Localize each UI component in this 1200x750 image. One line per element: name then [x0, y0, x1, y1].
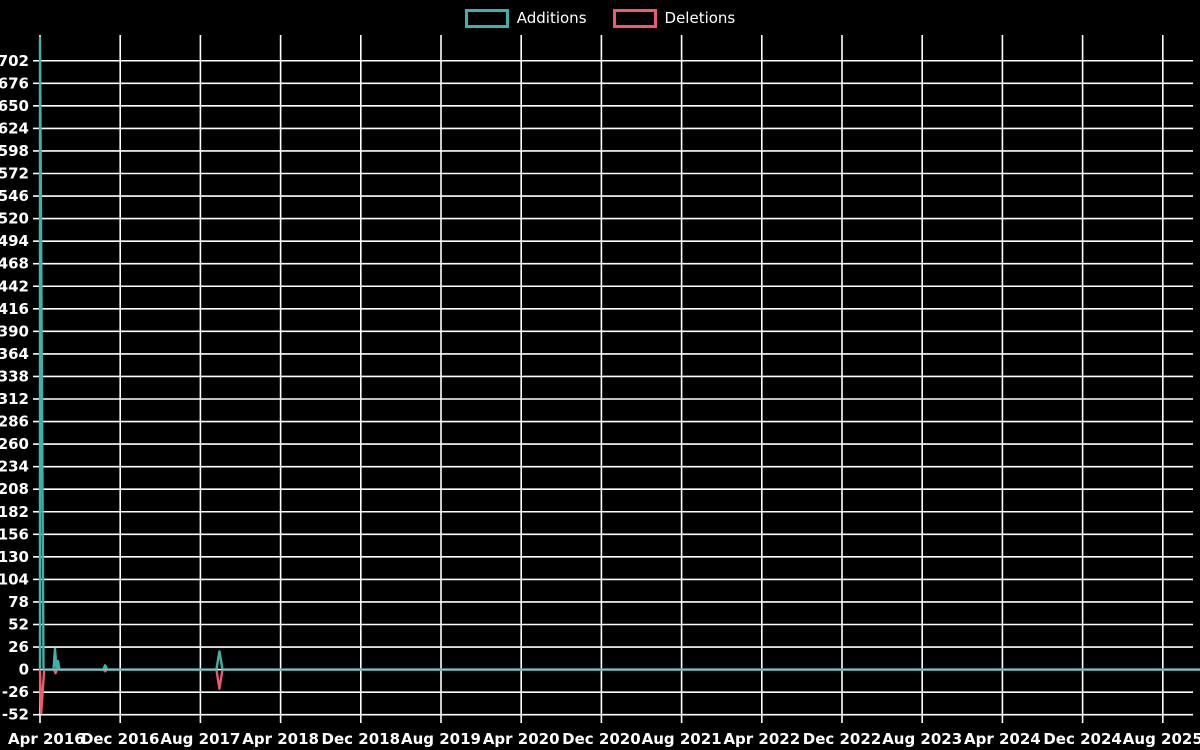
x-axis-tick-label: Aug 2017	[160, 730, 240, 748]
deletions-line	[38, 668, 1200, 715]
y-axis-tick-label: 26	[8, 638, 29, 656]
y-axis-tick-label: 416	[0, 300, 29, 318]
y-axis-tick-label: 468	[0, 255, 29, 273]
y-axis-tick-label: 494	[0, 232, 29, 250]
additions-line	[38, 37, 1200, 671]
deletions-swatch-icon	[612, 8, 657, 28]
y-axis-tick-label: 364	[0, 345, 29, 363]
x-axis-tick-label: Dec 2022	[803, 730, 882, 748]
y-axis-tick-label: 156	[0, 525, 29, 543]
y-axis-tick-label: 182	[0, 503, 29, 521]
y-axis-tick-label: 624	[0, 119, 29, 137]
y-axis-tick-label: 520	[0, 210, 29, 228]
x-axis-tick-label: Apr 2018	[242, 730, 319, 748]
y-axis-tick-label: 286	[0, 413, 29, 431]
y-axis-tick-label: 104	[0, 570, 29, 588]
y-axis-tick-label: 234	[0, 458, 29, 476]
x-axis-tick-label: Apr 2016	[8, 730, 85, 748]
y-axis-tick-label: 598	[0, 142, 29, 160]
x-axis-tick-label: Apr 2024	[964, 730, 1041, 748]
legend-label-deletions: Deletions	[664, 8, 736, 27]
x-axis-tick-label: Aug 2025	[1123, 730, 1200, 748]
x-axis-tick-label: Dec 2018	[322, 730, 401, 748]
x-axis-tick-label: Dec 2016	[81, 730, 160, 748]
x-axis-tick-label: Dec 2020	[562, 730, 641, 748]
x-axis-tick-label: Dec 2024	[1043, 730, 1122, 748]
x-axis-tick-label: Apr 2020	[483, 730, 560, 748]
y-axis-tick-label: 260	[0, 435, 29, 453]
legend-item-additions[interactable]: Additions	[464, 8, 587, 28]
y-axis-tick-label: 208	[0, 480, 29, 498]
y-axis-tick-label: 130	[0, 548, 29, 566]
x-axis-tick-label: Aug 2019	[401, 730, 481, 748]
additions-swatch-icon	[464, 8, 509, 28]
x-axis-tick-label: Aug 2023	[882, 730, 962, 748]
y-axis-tick-label: -26	[2, 683, 29, 701]
y-axis-tick-label: 338	[0, 367, 29, 385]
y-axis-tick-label: 546	[0, 187, 29, 205]
y-axis-tick-label: 78	[8, 593, 29, 611]
legend-label-additions: Additions	[516, 8, 587, 27]
y-axis-tick-label: 390	[0, 322, 29, 340]
y-axis-tick-label: 312	[0, 390, 29, 408]
y-axis-tick-label: -52	[2, 706, 29, 724]
y-axis-tick-label: 650	[0, 97, 29, 115]
y-axis-tick-label: 52	[8, 616, 29, 634]
chart-legend: Additions Deletions	[0, 7, 1200, 29]
x-axis-tick-label: Apr 2022	[723, 730, 800, 748]
y-axis-tick-label: 442	[0, 277, 29, 295]
y-axis-tick-label: 0	[19, 661, 29, 679]
y-axis-tick-label: 676	[0, 74, 29, 92]
legend-item-deletions[interactable]: Deletions	[612, 8, 736, 28]
y-axis-tick-label: 702	[0, 52, 29, 70]
y-axis-tick-label: 572	[0, 165, 29, 183]
x-axis-tick-label: Aug 2021	[642, 730, 722, 748]
